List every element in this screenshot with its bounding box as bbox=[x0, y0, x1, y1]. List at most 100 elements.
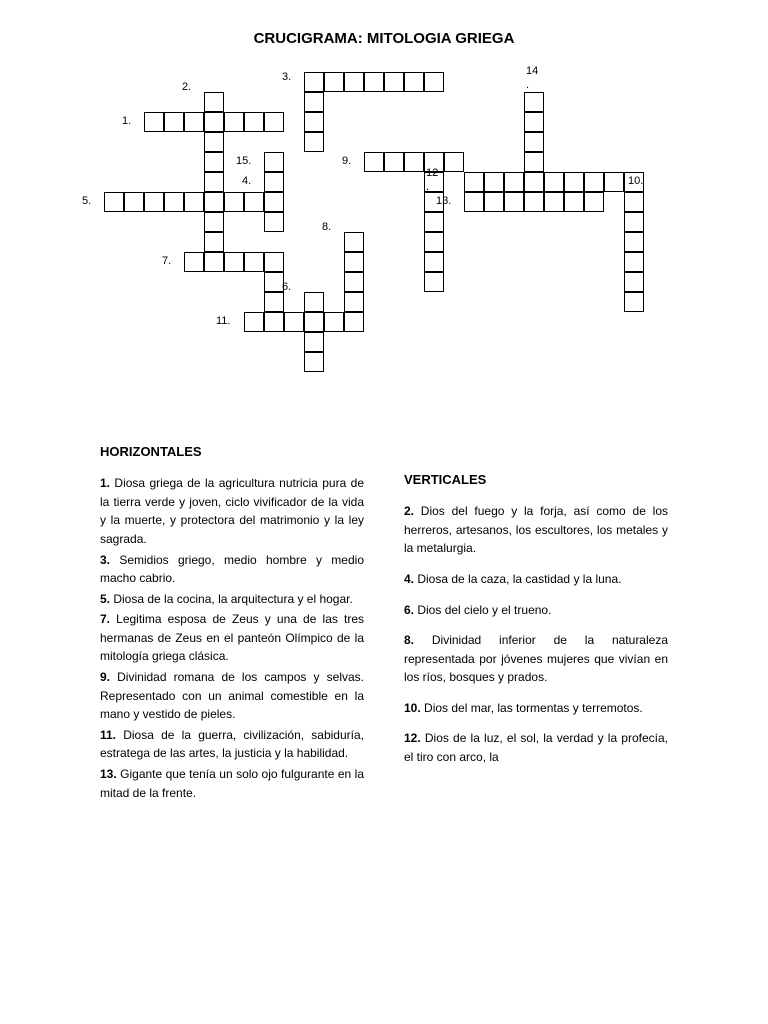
horizontales-heading: HORIZONTALES bbox=[100, 442, 364, 462]
grid-cell bbox=[304, 132, 324, 152]
grid-cell bbox=[304, 292, 324, 312]
grid-cell bbox=[304, 72, 324, 92]
grid-cell bbox=[264, 172, 284, 192]
grid-cell bbox=[204, 132, 224, 152]
grid-cell bbox=[524, 152, 544, 172]
grid-cell bbox=[464, 192, 484, 212]
grid-cell bbox=[204, 192, 224, 212]
vertical-clue: 8. Divinidad inferior de la naturaleza r… bbox=[404, 631, 668, 687]
grid-cell bbox=[164, 112, 184, 132]
grid-cell bbox=[464, 172, 484, 192]
grid-number: . bbox=[426, 181, 429, 193]
grid-cell bbox=[204, 252, 224, 272]
verticales-heading: VERTICALES bbox=[404, 470, 668, 490]
grid-cell bbox=[364, 72, 384, 92]
grid-number: 3. bbox=[282, 71, 291, 83]
grid-cell bbox=[504, 192, 524, 212]
grid-cell bbox=[624, 192, 644, 212]
grid-number: 2. bbox=[182, 81, 191, 93]
grid-cell bbox=[204, 152, 224, 172]
grid-cell bbox=[204, 172, 224, 192]
grid-number: 10. bbox=[628, 175, 643, 187]
grid-cell bbox=[304, 332, 324, 352]
grid-cell bbox=[504, 172, 524, 192]
grid-cell bbox=[144, 112, 164, 132]
horizontal-clue: 11. Diosa de la guerra, civilización, sa… bbox=[100, 726, 364, 763]
grid-number: 15. bbox=[236, 155, 251, 167]
grid-number: 12 bbox=[426, 167, 438, 179]
horizontal-clue: 1. Diosa griega de la agricultura nutric… bbox=[100, 474, 364, 548]
grid-cell bbox=[484, 172, 504, 192]
vertical-clue: 6. Dios del cielo y el trueno. bbox=[404, 601, 668, 620]
grid-cell bbox=[484, 192, 504, 212]
horizontal-clue: 5. Diosa de la cocina, la arquitectura y… bbox=[100, 590, 364, 609]
grid-cell bbox=[524, 92, 544, 112]
vertical-clue: 10. Dios del mar, las tormentas y terrem… bbox=[404, 699, 668, 718]
grid-cell bbox=[604, 172, 624, 192]
grid-cell bbox=[344, 292, 364, 312]
grid-number: 6. bbox=[282, 281, 291, 293]
grid-number: 4. bbox=[242, 175, 251, 187]
grid-cell bbox=[384, 72, 404, 92]
grid-cell bbox=[184, 192, 204, 212]
horizontal-clue: 3. Semidios griego, medio hombre y medio… bbox=[100, 551, 364, 588]
grid-cell bbox=[204, 212, 224, 232]
grid-cell bbox=[524, 132, 544, 152]
grid-number: 1. bbox=[122, 115, 131, 127]
grid-number: 14 bbox=[526, 65, 538, 77]
grid-cell bbox=[164, 192, 184, 212]
grid-number: 7. bbox=[162, 255, 171, 267]
grid-cell bbox=[264, 252, 284, 272]
grid-cell bbox=[524, 192, 544, 212]
grid-cell bbox=[224, 112, 244, 132]
grid-cell bbox=[624, 292, 644, 312]
grid-cell bbox=[624, 272, 644, 292]
grid-cell bbox=[204, 232, 224, 252]
grid-cell bbox=[384, 152, 404, 172]
grid-cell bbox=[584, 172, 604, 192]
grid-cell bbox=[424, 272, 444, 292]
grid-cell bbox=[584, 192, 604, 212]
grid-number: 8. bbox=[322, 221, 331, 233]
grid-cell bbox=[624, 212, 644, 232]
grid-cell bbox=[324, 72, 344, 92]
grid-cell bbox=[304, 352, 324, 372]
grid-cell bbox=[264, 192, 284, 212]
grid-number: 5. bbox=[82, 195, 91, 207]
grid-cell bbox=[224, 192, 244, 212]
grid-cell bbox=[264, 212, 284, 232]
grid-cell bbox=[244, 112, 264, 132]
grid-cell bbox=[564, 172, 584, 192]
grid-cell bbox=[304, 92, 324, 112]
grid-cell bbox=[344, 72, 364, 92]
grid-number: 11. bbox=[216, 315, 230, 327]
grid-cell bbox=[124, 192, 144, 212]
grid-cell bbox=[244, 192, 264, 212]
horizontal-clues: HORIZONTALES 1. Diosa griega de la agric… bbox=[100, 442, 364, 804]
grid-cell bbox=[524, 112, 544, 132]
grid-cell bbox=[244, 252, 264, 272]
grid-cell bbox=[404, 152, 424, 172]
grid-cell bbox=[564, 192, 584, 212]
grid-cell bbox=[224, 252, 244, 272]
grid-number: . bbox=[526, 79, 529, 91]
grid-cell bbox=[264, 152, 284, 172]
clues-container: HORIZONTALES 1. Diosa griega de la agric… bbox=[40, 442, 728, 804]
grid-cell bbox=[524, 172, 544, 192]
horizontal-clue: 9. Divinidad romana de los campos y selv… bbox=[100, 668, 364, 724]
crossword-grid: 14.2.3.1.15.9.12.4.10.5.13.8.7.6.11. bbox=[84, 72, 684, 412]
grid-cell bbox=[544, 192, 564, 212]
grid-cell bbox=[364, 152, 384, 172]
grid-cell bbox=[344, 312, 364, 332]
grid-cell bbox=[344, 252, 364, 272]
vertical-clue: 2. Dios del fuego y la forja, así como d… bbox=[404, 502, 668, 558]
grid-cell bbox=[104, 192, 124, 212]
grid-cell bbox=[424, 232, 444, 252]
horizontal-clue: 7. Legitima esposa de Zeus y una de las … bbox=[100, 610, 364, 666]
grid-cell bbox=[264, 312, 284, 332]
grid-cell bbox=[624, 252, 644, 272]
grid-cell bbox=[344, 272, 364, 292]
grid-cell bbox=[264, 292, 284, 312]
grid-cell bbox=[444, 152, 464, 172]
page-title: CRUCIGRAMA: MITOLOGIA GRIEGA bbox=[40, 30, 728, 47]
